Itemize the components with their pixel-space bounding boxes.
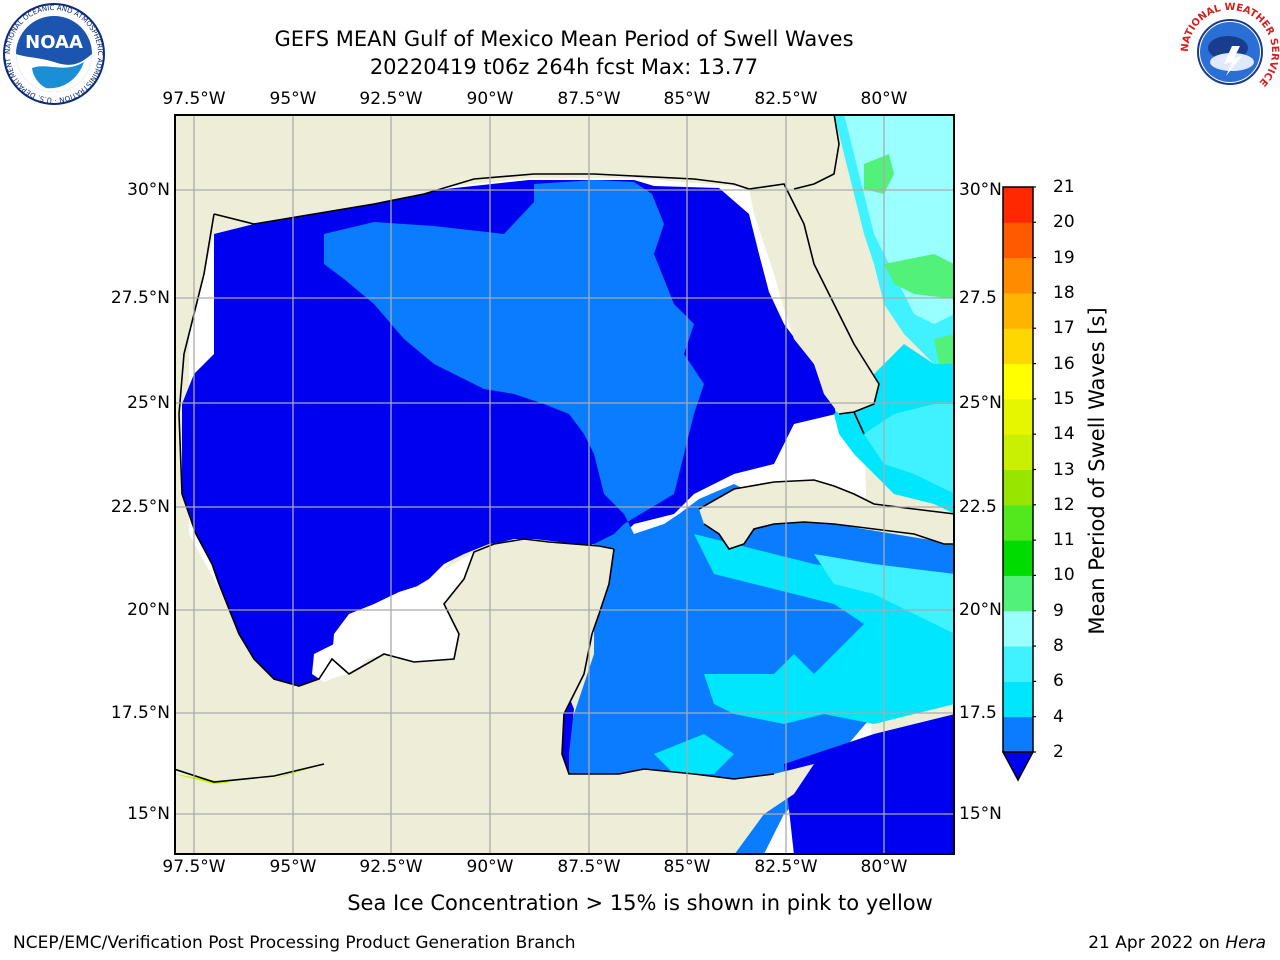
colorbar-swatch	[1003, 187, 1033, 223]
lat-label-left: 30°N	[127, 180, 170, 200]
colorbar-swatch	[1003, 292, 1033, 329]
colorbar-tick-label: 12	[1053, 494, 1075, 515]
colorbar-title: Mean Period of Swell Waves [s]	[1085, 307, 1109, 635]
colorbar-swatch	[1003, 363, 1033, 400]
colorbar-swatch	[1003, 540, 1033, 576]
lat-label-right: 30°N	[959, 180, 1002, 200]
colorbar-tick-label: 13	[1053, 459, 1075, 480]
coastline	[174, 114, 955, 783]
colorbar-tick-label: 9	[1053, 600, 1064, 621]
colorbar-swatch	[1003, 504, 1033, 541]
colorbar-swatch	[1003, 716, 1033, 753]
nws-logo: NATIONAL WEATHER SERVICE	[1180, 2, 1280, 100]
colorbar-swatch	[1003, 257, 1033, 294]
colorbar-tick-label: 2	[1053, 742, 1064, 762]
map-subtitle: 20220419 t06z 264h fcst Max: 13.77	[369, 55, 759, 79]
colorbar-tick-label: 8	[1053, 636, 1064, 657]
map-frame	[174, 114, 955, 855]
colorbar-swatch	[1003, 398, 1033, 435]
colorbar-swatch	[1003, 328, 1033, 365]
footer-date: 21 Apr 2022 on Hera	[1088, 933, 1266, 953]
lon-label-bottom: 80°W	[860, 857, 908, 877]
colorbar-tick-label: 19	[1053, 247, 1075, 268]
lon-label-bottom: 82.5°W	[754, 857, 818, 877]
colorbar-tick-label: 4	[1053, 706, 1064, 727]
lon-label-bottom: 85°W	[663, 857, 711, 877]
colorbar-swatch	[1003, 575, 1033, 612]
lat-label-right: 22.5	[959, 497, 997, 517]
lon-label-bottom: 90°W	[466, 857, 514, 877]
lon-label-bottom: 87.5°W	[557, 857, 621, 877]
colorbar-tick-label: 11	[1053, 530, 1075, 551]
lon-label-bottom: 95°W	[269, 857, 317, 877]
lat-label-left: 25°N	[127, 393, 170, 413]
swell-period-map	[174, 114, 955, 855]
lon-label-top: 87.5°W	[557, 89, 621, 109]
land-florida	[749, 184, 879, 414]
lon-label-top: 85°W	[663, 89, 711, 109]
colorbar-swatch	[1003, 610, 1033, 647]
lon-label-bottom: 92.5°W	[359, 857, 423, 877]
colorbar-tick-label: 16	[1053, 353, 1075, 374]
footer-credit: NCEP/EMC/Verification Post Processing Pr…	[13, 933, 576, 953]
map-title: GEFS MEAN Gulf of Mexico Mean Period of …	[274, 27, 854, 51]
colorbar-tick-label: 20	[1053, 212, 1075, 233]
lon-label-top: 92.5°W	[359, 89, 423, 109]
noaa-logo-text: NOAA	[25, 32, 83, 53]
colorbar-under-triangle	[1002, 751, 1035, 782]
lat-label-right: 17.5	[959, 703, 997, 723]
colorbar-tick-label: 10	[1053, 565, 1075, 586]
land-cuba	[699, 480, 955, 549]
colorbar-tick-label: 14	[1053, 424, 1075, 445]
colorbar-swatch	[1003, 681, 1033, 718]
colorbar-tick-label: 6	[1053, 671, 1064, 692]
lat-label-right: 25°N	[959, 393, 1002, 413]
land-us-gulf-coast	[174, 114, 839, 434]
land-yucatan	[174, 539, 814, 855]
lon-label-top: 80°W	[860, 89, 908, 109]
lon-label-top: 82.5°W	[754, 89, 818, 109]
colorbar-tick-label: 18	[1053, 282, 1075, 303]
lat-label-right: 27.5	[959, 288, 997, 308]
lon-label-bottom: 97.5°W	[162, 857, 226, 877]
colorbar-swatch	[1003, 469, 1033, 506]
lon-label-top: 90°W	[466, 89, 514, 109]
wave-band-9-10	[864, 154, 894, 194]
colorbar-swatch	[1003, 222, 1033, 259]
colorbar-tick-label: 21	[1053, 177, 1075, 197]
lat-label-left: 15°N	[127, 804, 170, 824]
colorbar-swatch	[1003, 434, 1033, 470]
colorbar-swatch	[1003, 646, 1033, 682]
lat-label-left: 20°N	[127, 600, 170, 620]
noaa-logo: NOAA NATIONAL OCEANIC AND ATMOSPHERIC AD…	[2, 2, 105, 105]
lat-label-right: 15°N	[959, 804, 1002, 824]
lat-label-left: 22.5°N	[110, 497, 170, 517]
lon-label-top: 95°W	[269, 89, 317, 109]
lon-label-top: 97.5°W	[162, 89, 226, 109]
lat-label-right: 20°N	[959, 600, 1002, 620]
no-data-campeche	[339, 539, 539, 664]
footer-machine: Hera	[1225, 933, 1266, 953]
colorbar-tick-label: 15	[1053, 388, 1075, 409]
lat-label-left: 17.5°N	[110, 703, 170, 723]
lat-label-left: 27.5°N	[110, 288, 170, 308]
colorbar	[1002, 186, 1036, 782]
sea-ice-note: Sea Ice Concentration > 15% is shown in …	[347, 891, 933, 915]
graticule	[174, 114, 955, 855]
colorbar-tick-label: 17	[1053, 318, 1075, 339]
